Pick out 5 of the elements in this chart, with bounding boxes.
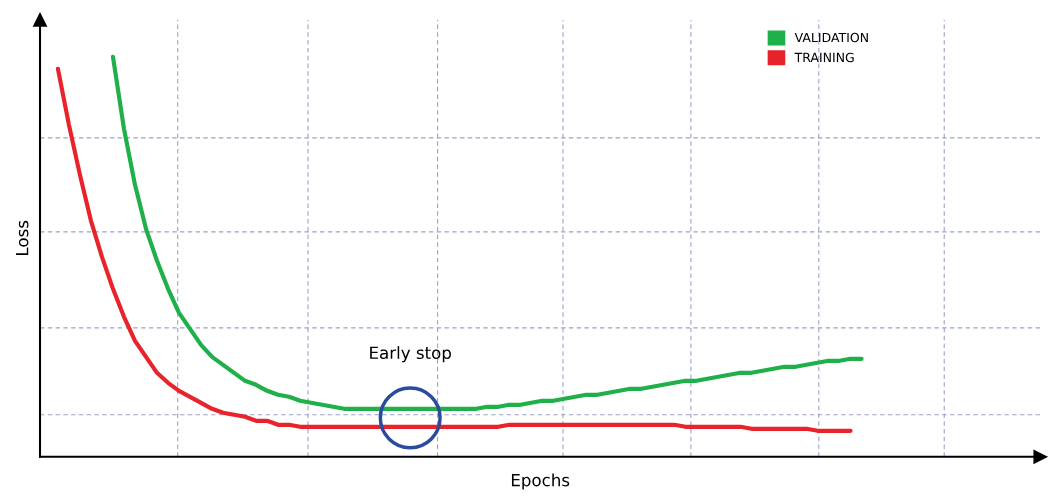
y-axis-title: Loss	[16, 220, 29, 255]
x-axis-title: Epochs	[511, 473, 570, 490]
legend-label: VALIDATION	[794, 32, 868, 43]
legend-label: TRAINING	[794, 52, 854, 63]
annotation: Early stop	[370, 346, 451, 363]
